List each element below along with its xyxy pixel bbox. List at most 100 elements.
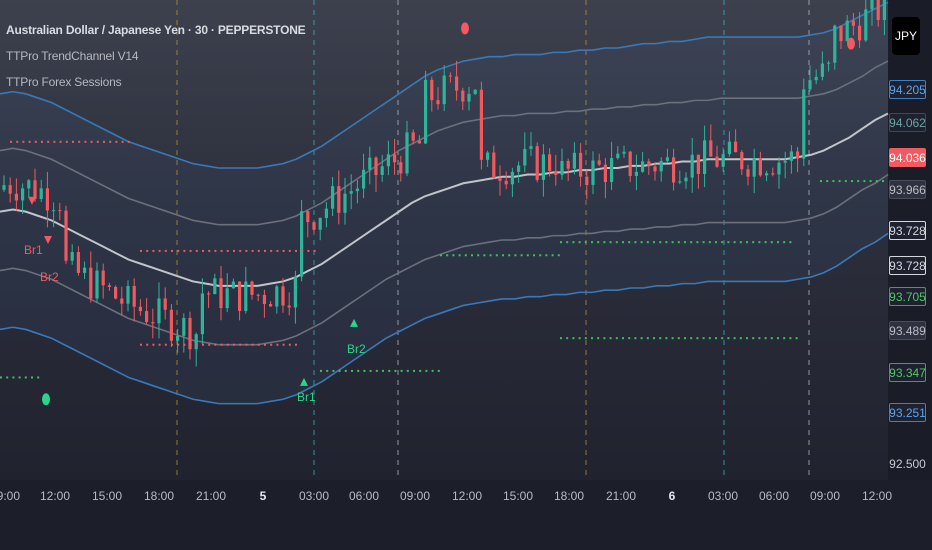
candle-body [2,185,6,190]
stop-dot-green [357,369,360,372]
stop-dot-green [789,337,792,340]
candle-body [45,188,49,211]
candle-body [430,79,434,101]
stop-dot-green [783,337,786,340]
candle-body [176,335,180,341]
stop-dot-red [288,343,291,346]
candle-body [448,75,452,77]
candle-body [523,148,527,166]
time-axis-label: 21:00 [195,489,227,503]
candle-body [746,169,750,177]
candle-body [616,153,620,159]
time-axis-label: 09:00 [399,489,431,503]
stop-dot-green [758,241,761,244]
stop-dot-green [452,254,455,257]
candle-body [306,211,310,223]
time-axis-label: 18:00 [143,489,175,503]
candle-body [603,164,607,183]
stop-dot-green [597,241,600,244]
candle-body [864,9,868,41]
price-tag: 93.489 [889,321,926,340]
candle-body [293,276,297,308]
stop-dot-green [715,337,717,340]
stop-dot-red [28,140,31,143]
stop-dot-red [41,140,43,143]
candle-body [442,75,446,105]
candle-body [380,166,384,176]
candle-body [672,157,676,183]
signal-label: Br2 [40,270,59,284]
candle-body [312,222,316,230]
stop-dot-red [195,249,198,252]
stop-dot-green [721,337,724,340]
indicator-trendchannel[interactable]: TTPro TrendChannel V14 [6,49,139,63]
candle-body [709,140,713,157]
stop-dot-green [733,337,736,340]
stop-dot-red [10,140,12,143]
stop-dot-green [764,241,767,244]
stop-dot-green [551,254,554,257]
stop-dot-red [233,249,235,252]
stop-dot-green [437,369,440,372]
stop-dot-green [382,369,384,372]
stop-dot-green [789,241,792,244]
stop-dot-green [591,241,593,244]
stop-dot-green [566,337,569,340]
stop-dot-green [446,254,449,257]
stop-dot-green [640,241,643,244]
candle-body [14,193,18,201]
stop-dot-red [78,140,81,143]
stop-dot-green [597,337,600,340]
stop-dot-green [634,241,637,244]
stop-dot-green [659,241,662,244]
time-axis-label: 09:00 [809,489,841,503]
stop-dot-red [282,249,285,252]
currency-button[interactable]: JPY [892,17,920,55]
stop-dot-red [251,343,254,346]
candle-body [653,166,657,172]
stop-dot-red [245,249,248,252]
stop-dot-red [313,249,316,252]
indicator-forex-sessions[interactable]: TTPro Forex Sessions [6,75,122,89]
stop-dot-red [264,343,266,346]
stop-dot-green [770,337,773,340]
price-tag: 93.728 [889,221,926,240]
candle-body [870,0,874,10]
candle-body [473,89,477,94]
time-axis-label: 21:00 [605,489,637,503]
candle-body [727,141,731,155]
candle-body [64,210,68,261]
candle-body [324,208,328,218]
candle-body [517,165,521,172]
price-tag: 93.251 [889,403,926,422]
stop-dot-green [653,241,655,244]
stop-dot-green [628,241,631,244]
stop-dot-green [320,369,322,372]
stop-dot-green [622,337,624,340]
candle-body [331,186,335,209]
stop-dot-green [770,241,773,244]
stop-dot-green [690,337,693,340]
stop-dot-green [882,180,884,183]
candle-body [132,285,136,307]
candle-body [231,281,235,289]
candle-body [851,20,855,26]
stop-dot-red [276,249,279,252]
candle-body [58,210,62,212]
buy-arrow-icon [350,318,358,327]
stop-dot-green [557,254,560,257]
candle-body [343,193,347,213]
candle-body [641,161,645,172]
stop-dot-green [875,180,878,183]
stop-dot-green [425,369,428,372]
time-axis-label: 5 [259,489,267,503]
symbol-title[interactable]: Australian Dollar / Japanese Yen · 30 · … [6,23,306,37]
candle-body [752,157,756,177]
stop-dot-green [727,337,730,340]
time-axis-label: 15:00 [502,489,534,503]
stop-dot-red [152,343,155,346]
candle-body [393,154,397,163]
candle-body [715,156,719,167]
